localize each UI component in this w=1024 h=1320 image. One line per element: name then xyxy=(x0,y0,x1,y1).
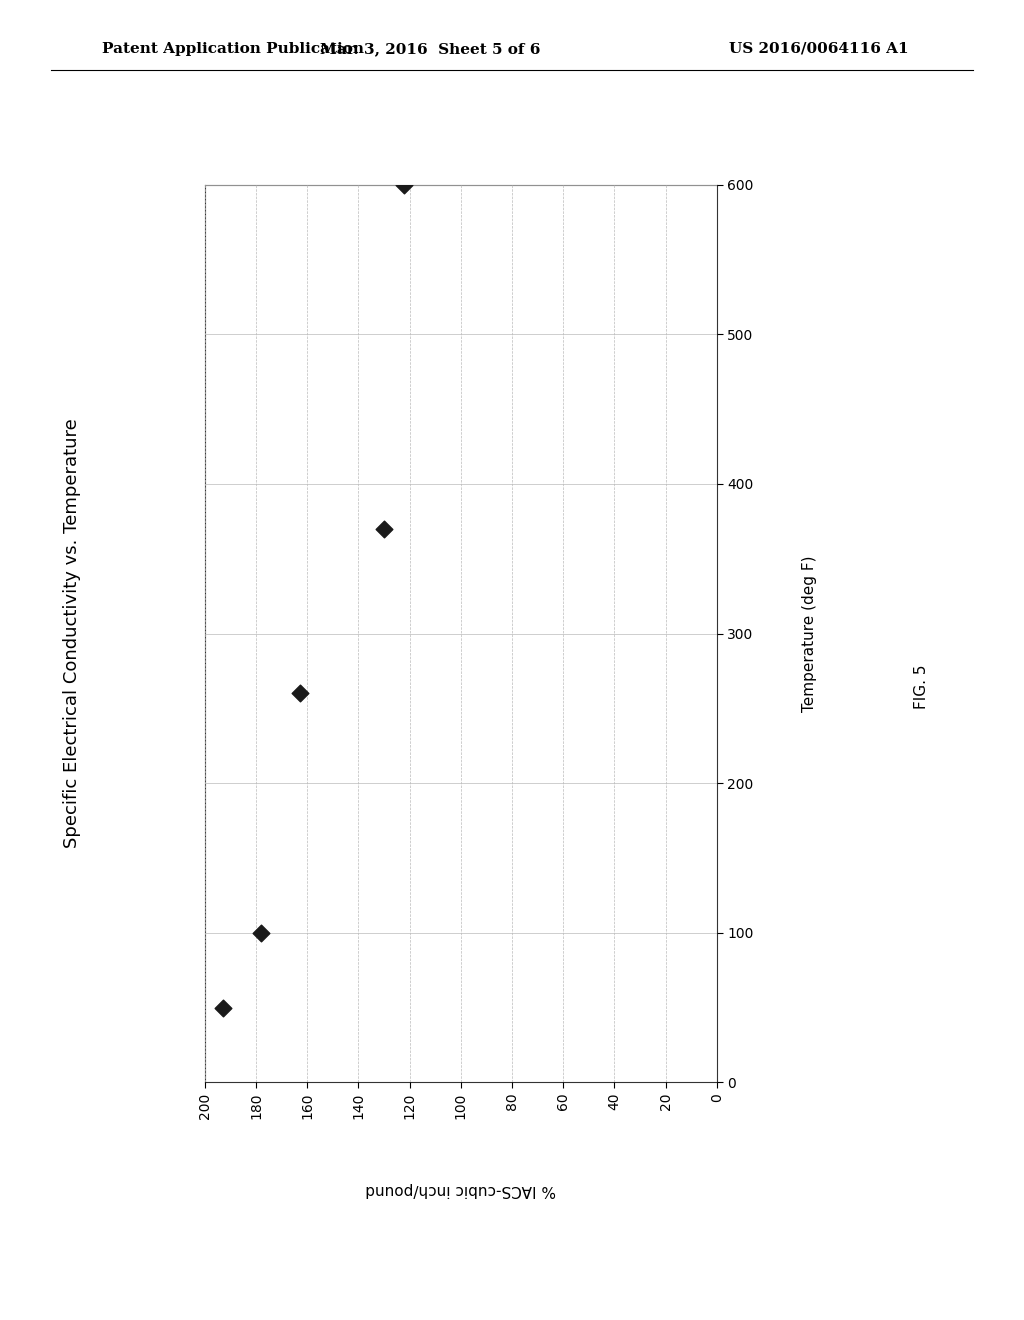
Point xyxy=(396,174,413,195)
X-axis label: % IACS-cubic inch/pound: % IACS-cubic inch/pound xyxy=(366,1181,556,1197)
Text: Patent Application Publication: Patent Application Publication xyxy=(102,42,365,55)
Point xyxy=(215,997,231,1018)
Text: FIG. 5: FIG. 5 xyxy=(914,664,929,709)
Text: US 2016/0064116 A1: US 2016/0064116 A1 xyxy=(729,42,909,55)
Point xyxy=(253,923,269,944)
Text: Specific Electrical Conductivity vs. Temperature: Specific Electrical Conductivity vs. Tem… xyxy=(62,418,81,849)
Text: Mar. 3, 2016  Sheet 5 of 6: Mar. 3, 2016 Sheet 5 of 6 xyxy=(319,42,541,55)
Point xyxy=(376,519,392,540)
Point xyxy=(292,682,308,704)
Y-axis label: Temperature (deg F): Temperature (deg F) xyxy=(802,556,817,711)
